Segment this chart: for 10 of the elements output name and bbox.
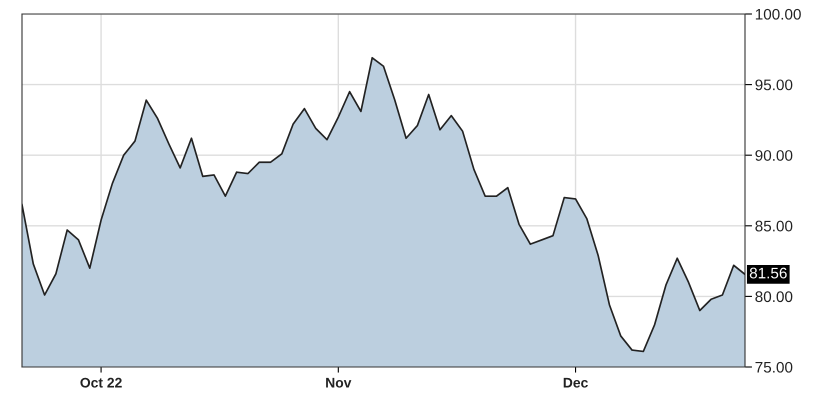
y-tick-label: 85.00: [755, 220, 792, 232]
y-tick-label: 90.00: [755, 150, 792, 161]
x-tick-label: Nov: [326, 378, 352, 388]
x-tick-label: Oct 22: [80, 378, 122, 388]
y-tick-label: 75.00: [756, 362, 792, 373]
y-tick-label: 80.00: [755, 291, 792, 302]
x-tick-label: Dec: [564, 378, 588, 388]
annotation: 81.56: [750, 268, 787, 278]
y-tick-label: 95.00: [755, 79, 792, 90]
y-tick-label: 100.00: [756, 8, 801, 20]
